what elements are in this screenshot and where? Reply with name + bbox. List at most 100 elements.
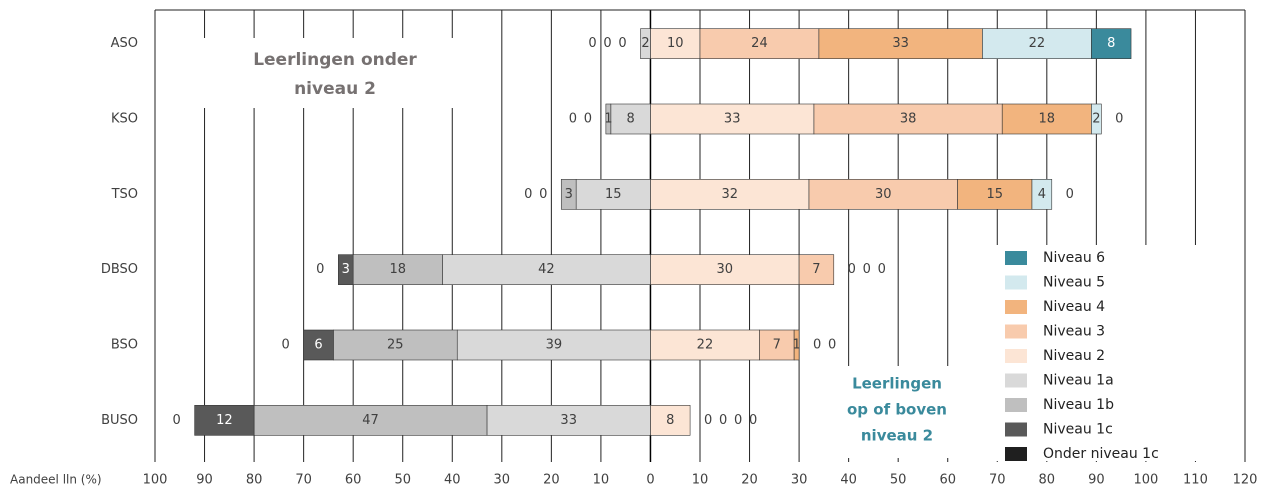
x-tick-label: 0: [646, 473, 654, 488]
value-label: 47: [362, 413, 379, 428]
value-label: 24: [751, 36, 768, 51]
bar-segment: [338, 254, 354, 285]
value-label: 18: [389, 262, 406, 277]
bar-segment: [640, 28, 651, 59]
x-tick-label: 10: [692, 473, 709, 488]
value-label: 2: [641, 36, 649, 51]
value-label: 33: [560, 413, 577, 428]
bar-segment: [699, 28, 820, 59]
bar-segment: [957, 179, 1033, 210]
x-tick-label: 10: [593, 473, 610, 488]
annotation: niveau 2: [294, 79, 376, 99]
legend-label: Niveau 6: [1043, 250, 1105, 266]
value-label: 0: [1115, 112, 1123, 127]
legend-label: Niveau 1b: [1043, 397, 1114, 413]
value-label: 0: [316, 262, 324, 277]
value-label: 33: [892, 36, 909, 51]
annotation: op of boven: [847, 401, 947, 419]
value-label: 4: [1038, 187, 1046, 202]
bar-segment: [442, 254, 651, 285]
value-label: 0: [719, 413, 727, 428]
value-label: 8: [666, 413, 674, 428]
value-label: 8: [1107, 36, 1115, 51]
value-label: 15: [987, 187, 1004, 202]
legend-label: Niveau 5: [1043, 275, 1105, 291]
value-label: 18: [1039, 112, 1056, 127]
category-label: BUSO: [101, 413, 138, 428]
value-label: 0: [813, 338, 821, 353]
value-label: 39: [546, 338, 563, 353]
value-label: 0: [281, 338, 289, 353]
value-label: 1: [792, 338, 800, 353]
x-tick-label: 90: [1088, 473, 1105, 488]
bar-segment: [605, 103, 612, 135]
bar-segment: [560, 179, 577, 210]
value-label: 0: [749, 413, 757, 428]
x-tick-label: 90: [196, 473, 213, 488]
x-tick-label: 70: [295, 473, 312, 488]
x-tick-label: 50: [394, 473, 411, 488]
x-tick-label: 100: [1133, 473, 1158, 488]
category-label: KSO: [111, 112, 138, 127]
category-label: TSO: [111, 187, 138, 202]
annotation-box: [190, 38, 480, 108]
x-tick-label: 40: [840, 473, 857, 488]
value-label: 0: [603, 36, 611, 51]
value-label: 7: [773, 338, 781, 353]
value-label: 0: [704, 413, 712, 428]
value-label: 3: [342, 262, 350, 277]
value-label: 0: [1066, 187, 1074, 202]
value-label: 0: [588, 36, 596, 51]
x-tick-label: 100: [143, 473, 168, 488]
value-label: 22: [697, 338, 714, 353]
legend-swatch: [1005, 251, 1027, 265]
legend-swatch: [1005, 275, 1027, 290]
value-label: 22: [1029, 36, 1046, 51]
bar-segment: [1031, 179, 1053, 210]
value-label: 30: [716, 262, 733, 277]
bar-segment: [650, 179, 810, 210]
value-label: 6: [314, 338, 322, 353]
legend-swatch: [1005, 398, 1027, 412]
category-label: ASO: [111, 36, 138, 51]
category-label: DBSO: [101, 262, 138, 277]
value-label: 3: [565, 187, 573, 202]
value-label: 30: [875, 187, 892, 202]
x-tick-label: 80: [1039, 473, 1056, 488]
bar-segment: [650, 28, 701, 59]
legend-label: Niveau 2: [1043, 348, 1105, 364]
bar-segment: [650, 405, 691, 436]
annotation: Leerlingen: [852, 375, 942, 393]
value-label: 0: [828, 338, 836, 353]
value-label: 10: [667, 36, 684, 51]
bar-segment: [194, 405, 255, 436]
value-label: 12: [216, 413, 233, 428]
legend-label: Niveau 1c: [1043, 422, 1113, 438]
legend-swatch: [1005, 349, 1027, 363]
legend-swatch: [1005, 373, 1027, 388]
value-label: 0: [863, 262, 871, 277]
x-tick-label: 30: [791, 473, 808, 488]
x-axis-label: Aandeel lln (%): [10, 473, 102, 487]
bar-segment: [650, 254, 800, 285]
legend-label: Onder niveau 1c: [1043, 446, 1159, 462]
value-label: 0: [172, 413, 180, 428]
bar-segment: [352, 254, 443, 285]
legend-swatch: [1005, 300, 1027, 314]
value-label: 2: [1092, 112, 1100, 127]
x-tick-label: 110: [1183, 473, 1208, 488]
bar-segment: [610, 103, 651, 135]
legend-swatch: [1005, 422, 1027, 437]
bar-segment: [1091, 28, 1132, 59]
x-tick-label: 120: [1233, 473, 1258, 488]
annotation: Leerlingen onder: [253, 50, 417, 70]
value-label: 0: [878, 262, 886, 277]
value-label: 33: [724, 112, 741, 127]
x-tick-label: 30: [494, 473, 511, 488]
value-label: 0: [618, 36, 626, 51]
x-tick-label: 60: [345, 473, 362, 488]
value-label: 0: [848, 262, 856, 277]
value-label: 0: [584, 112, 592, 127]
bar-segment: [818, 28, 983, 59]
